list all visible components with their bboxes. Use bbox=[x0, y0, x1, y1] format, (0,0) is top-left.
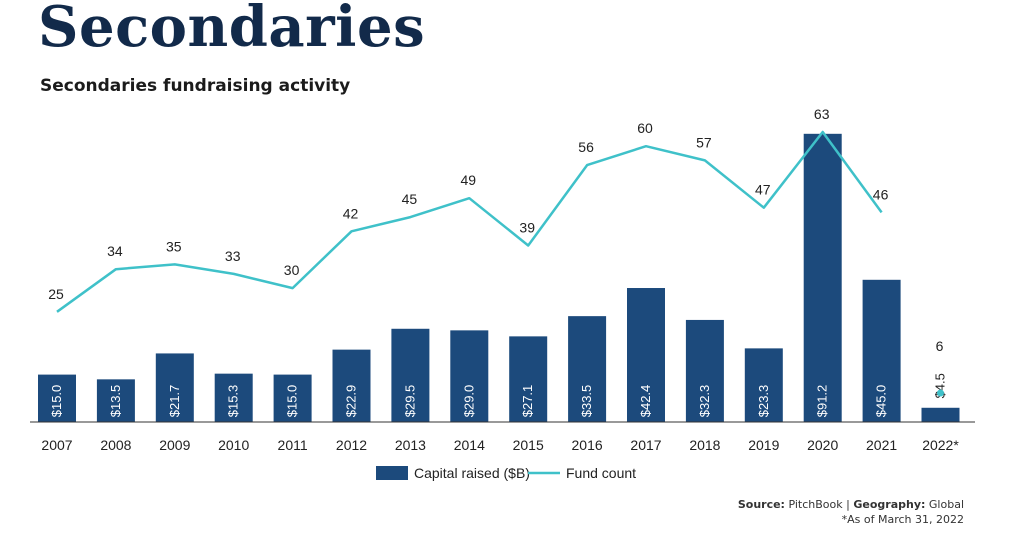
bar-value-label: $21.7 bbox=[167, 385, 182, 418]
fund-count-label: 39 bbox=[519, 220, 535, 236]
fund-count-label: 49 bbox=[461, 172, 477, 188]
bar-value-label: $15.3 bbox=[226, 385, 241, 418]
x-tick-label: 2020 bbox=[807, 437, 838, 453]
fund-count-label: 35 bbox=[166, 238, 182, 254]
x-tick-label: 2008 bbox=[100, 437, 131, 453]
x-tick-label: 2015 bbox=[513, 437, 544, 453]
x-tick-label: 2011 bbox=[278, 437, 308, 453]
bar-value-label: $29.5 bbox=[402, 385, 417, 418]
geography-label: Geography: bbox=[853, 498, 926, 511]
bar-2010 bbox=[214, 373, 253, 422]
bar-2019 bbox=[744, 348, 783, 422]
bar-2011 bbox=[273, 374, 312, 422]
x-tick-label: 2021 bbox=[866, 437, 897, 453]
source-value: PitchBook bbox=[788, 498, 843, 511]
bar-value-label: $15.0 bbox=[285, 385, 300, 418]
fund-count-label: 45 bbox=[402, 191, 418, 207]
bar-2013 bbox=[391, 328, 430, 422]
fund-count-label: 60 bbox=[637, 120, 653, 136]
fund-count-point bbox=[937, 389, 944, 397]
fund-count-label: 63 bbox=[814, 106, 830, 122]
chart-subtitle: Secondaries fundraising activity bbox=[40, 76, 351, 96]
geography-value: Global bbox=[928, 498, 964, 511]
bar-2018 bbox=[685, 319, 724, 422]
x-tick-label: 2016 bbox=[572, 437, 603, 453]
x-tick-label: 2022* bbox=[922, 437, 959, 453]
fund-count-label: 30 bbox=[284, 262, 300, 278]
bar-value-label: $45.0 bbox=[874, 385, 889, 418]
fund-count-label: 25 bbox=[48, 286, 64, 302]
fund-count-line bbox=[56, 130, 883, 313]
bar-value-label: $15.0 bbox=[49, 385, 64, 418]
bar-2014 bbox=[450, 330, 489, 422]
bar-value-label: $13.5 bbox=[108, 385, 123, 418]
fund-count-label: 33 bbox=[225, 248, 241, 264]
fund-count-label: 56 bbox=[578, 139, 594, 155]
bar-value-label: $23.3 bbox=[756, 385, 771, 418]
bar-2015 bbox=[509, 336, 548, 422]
x-tick-label: 2012 bbox=[336, 437, 367, 453]
bar-2020 bbox=[803, 133, 842, 423]
bar-2012 bbox=[332, 349, 371, 422]
fund-count-label: 34 bbox=[107, 243, 123, 259]
bar-value-label: $22.9 bbox=[344, 385, 359, 418]
bar-2007 bbox=[38, 374, 76, 422]
bar-2017 bbox=[627, 288, 665, 422]
bar-value-label: $33.5 bbox=[579, 385, 594, 418]
footer-separator: | bbox=[846, 498, 850, 511]
fund-count-label: 47 bbox=[755, 182, 771, 198]
source-line: Source: PitchBook | Geography: Global bbox=[738, 498, 964, 511]
x-tick-label: 2013 bbox=[395, 437, 426, 453]
bar-value-label: $29.0 bbox=[461, 385, 476, 418]
x-tick-label: 2019 bbox=[748, 437, 779, 453]
page-title: Secondaries bbox=[38, 0, 426, 60]
bar-2021 bbox=[862, 279, 901, 422]
fund-count-label: 42 bbox=[343, 205, 359, 221]
legend-bar-swatch bbox=[376, 466, 408, 480]
legend-bar-label: Capital raised ($B) bbox=[414, 465, 530, 481]
fund-count-label: 46 bbox=[873, 186, 889, 202]
bar-value-label: $42.4 bbox=[638, 385, 653, 418]
fund-count-label: 57 bbox=[696, 134, 712, 150]
fund-count-label: 6 bbox=[936, 338, 944, 354]
bar-value-label: $27.1 bbox=[520, 385, 535, 418]
footnote: *As of March 31, 2022 bbox=[841, 513, 964, 526]
x-tick-label: 2017 bbox=[630, 437, 661, 453]
bar-2022 bbox=[921, 407, 960, 422]
source-label: Source: bbox=[737, 498, 785, 511]
x-tick-label: 2009 bbox=[159, 437, 190, 453]
bar-value-label: $91.2 bbox=[815, 385, 830, 418]
x-tick-label: 2007 bbox=[41, 437, 72, 453]
legend-line-label: Fund count bbox=[566, 465, 636, 481]
x-tick-label: 2014 bbox=[454, 437, 485, 453]
bar-value-label: $32.3 bbox=[697, 385, 712, 418]
bar-2016 bbox=[568, 316, 607, 422]
x-tick-label: 2010 bbox=[218, 437, 249, 453]
x-tick-label: 2018 bbox=[689, 437, 720, 453]
bar-2009 bbox=[155, 353, 194, 422]
bar-2008 bbox=[96, 379, 135, 422]
